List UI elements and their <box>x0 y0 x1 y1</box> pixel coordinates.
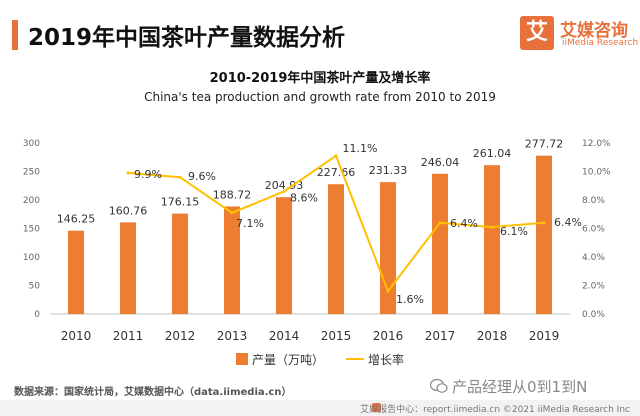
y2-tick-label: 10.0% <box>582 168 611 178</box>
growth-rate-label: 6.4% <box>450 217 478 230</box>
bar <box>536 155 552 314</box>
growth-rate-label: 7.1% <box>236 217 264 230</box>
y-tick-label: 300 <box>23 139 40 149</box>
brand-sub: iiMedia Research <box>562 38 639 48</box>
growth-rate-point <box>126 171 130 175</box>
bar <box>172 213 188 314</box>
bar-value-label: 277.72 <box>525 138 564 151</box>
brand-logo-mark: 艾 <box>520 16 554 50</box>
bar-value-label: 231.33 <box>369 164 408 177</box>
growth-rate-label: 9.9% <box>134 168 162 181</box>
bar-value-label: 246.04 <box>421 156 460 169</box>
growth-rate-point <box>230 211 234 215</box>
growth-rate-point <box>490 225 494 229</box>
bar <box>224 206 240 314</box>
growth-rate-label: 6.1% <box>500 225 528 238</box>
y-tick-label: 250 <box>23 168 40 178</box>
data-source: 数据来源：国家统计局，艾媒数据中心（data.iimedia.cn） <box>14 387 292 398</box>
report-icon <box>372 403 381 412</box>
growth-rate-label: 1.6% <box>396 293 424 306</box>
y2-tick-label: 0.0% <box>582 310 605 320</box>
y-tick-label: 200 <box>23 196 40 206</box>
y-tick-label: 150 <box>23 225 40 235</box>
x-tick-label: 2018 <box>477 329 508 343</box>
growth-rate-point <box>282 189 286 193</box>
growth-rate-label: 6.4% <box>554 216 582 229</box>
growth-rate-label: 9.6% <box>188 170 216 183</box>
page-title: 2019年中国茶叶产量数据分析 <box>28 25 346 51</box>
bar <box>432 173 448 314</box>
watermark: 产品经理从0到1到N <box>452 378 588 396</box>
y2-tick-label: 2.0% <box>582 282 605 292</box>
y2-tick-label: 4.0% <box>582 253 605 263</box>
brand-logo: 艾 艾媒咨询 iiMedia Research <box>520 14 638 56</box>
bar-value-label: 146.25 <box>57 213 96 226</box>
footer-text: 艾媒报告中心：report.iimedia.cn ©2021 iiMedia R… <box>360 405 630 415</box>
growth-rate-label: 11.1% <box>343 142 378 155</box>
x-tick-label: 2011 <box>113 329 144 343</box>
growth-rate-point <box>386 289 390 293</box>
footer-bar <box>0 400 640 416</box>
y-tick-label: 50 <box>29 282 41 292</box>
brand-name: 艾媒咨询 <box>560 21 628 41</box>
bar-value-label: 188.72 <box>213 188 252 201</box>
y-tick-label: 100 <box>23 253 40 263</box>
bar-value-label: 176.15 <box>161 196 200 209</box>
bar-value-label: 227.66 <box>317 166 356 179</box>
growth-rate-point <box>334 154 338 158</box>
bar-value-label: 204.93 <box>265 179 304 192</box>
chart-title: 2010-2019年中国茶叶产量及增长率 <box>209 71 431 86</box>
chart-subtitle: China's tea production and growth rate f… <box>144 90 496 104</box>
y2-tick-label: 6.0% <box>582 225 605 235</box>
x-tick-label: 2014 <box>269 329 300 343</box>
title-accent-bar <box>12 20 18 50</box>
legend-swatch-production <box>236 353 248 365</box>
bar <box>484 165 500 314</box>
x-tick-label: 2019 <box>529 329 560 343</box>
bar <box>68 230 84 314</box>
y2-tick-label: 8.0% <box>582 196 605 206</box>
wechat-icon <box>430 378 448 393</box>
legend-label-production: 产量（万吨） <box>252 353 324 367</box>
x-tick-label: 2016 <box>373 329 404 343</box>
growth-rate-point <box>178 175 182 179</box>
growth-rate-point <box>438 221 442 225</box>
y2-tick-label: 12.0% <box>582 139 611 149</box>
bar-value-label: 261.04 <box>473 147 512 160</box>
bar <box>380 182 396 314</box>
y-tick-label: 0 <box>34 310 40 320</box>
growth-rate-label: 8.6% <box>290 191 318 204</box>
x-tick-label: 2010 <box>61 329 92 343</box>
growth-rate-point <box>542 221 546 225</box>
x-tick-label: 2017 <box>425 329 456 343</box>
bar <box>276 197 292 314</box>
bar <box>120 222 136 314</box>
legend-label-growth: 增长率 <box>368 352 404 367</box>
bar <box>328 184 344 314</box>
x-tick-label: 2013 <box>217 329 248 343</box>
bar-value-label: 160.76 <box>109 204 148 217</box>
x-tick-label: 2012 <box>165 329 196 343</box>
x-tick-label: 2015 <box>321 329 352 343</box>
